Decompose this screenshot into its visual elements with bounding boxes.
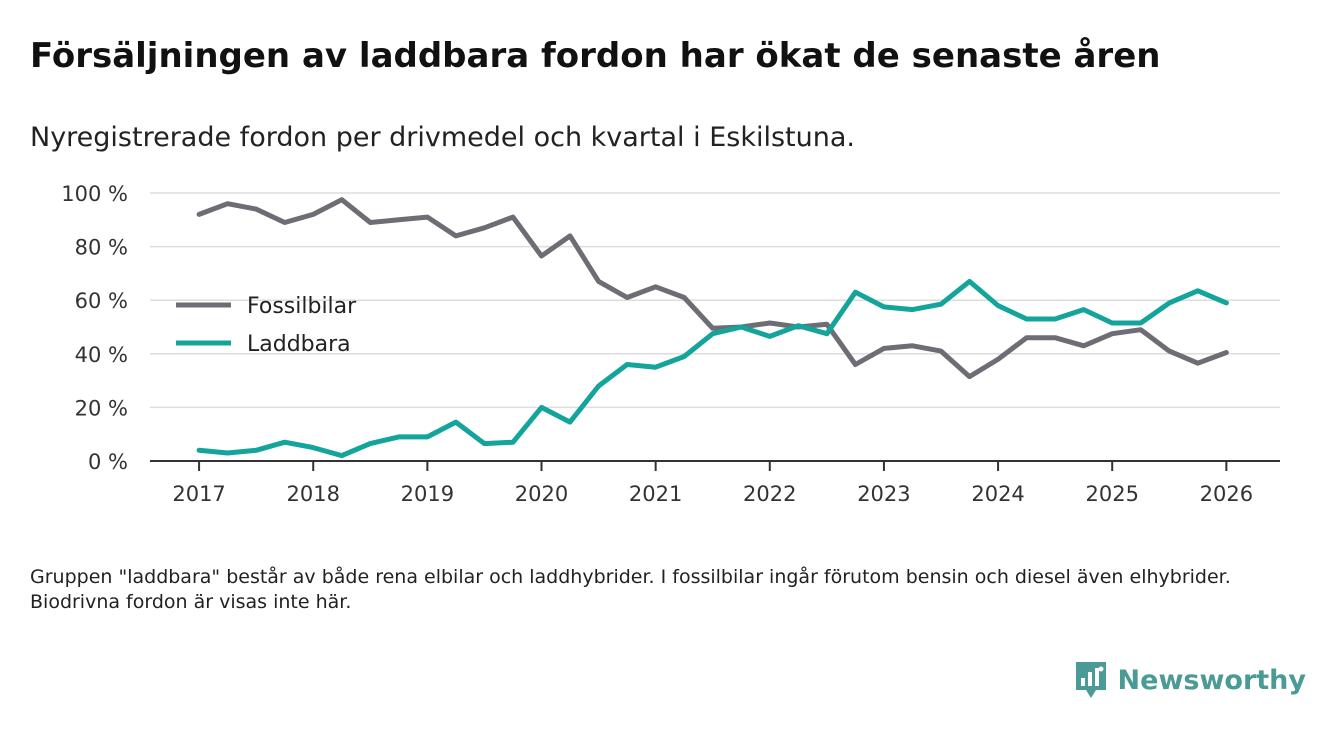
x-tick-label: 2021: [629, 482, 682, 506]
grid-lines: [150, 192, 1280, 409]
x-tick-label: 2019: [401, 482, 454, 506]
legend-label-laddbara: Laddbara: [247, 332, 351, 357]
y-tick-label: 80 %: [75, 236, 128, 260]
brand-name: Newsworthy: [1117, 664, 1306, 696]
legend: Fossilbilar Laddbara: [176, 294, 357, 357]
x-tick-label: 2017: [172, 482, 225, 506]
y-tick-label: 20 %: [75, 396, 128, 420]
chart-subtitle: Nyregistrerade fordon per drivmedel och …: [30, 122, 855, 153]
legend-label-fossilbilar: Fossilbilar: [247, 294, 357, 319]
x-tick-label: 2025: [1085, 482, 1138, 506]
newsworthy-logo-icon: [1075, 662, 1106, 698]
series-line-fossilbilar: [196, 197, 1229, 380]
line-chart: 0 % 20 % 40 % 60 % 80 % 100 % 2017 2018 2019 2020…: [61, 182, 1280, 506]
y-tick-label: 0 %: [88, 450, 128, 474]
x-tick-label: 2022: [743, 482, 796, 506]
brand-logo[interactable]: Newsworthy: [1074, 660, 1306, 700]
x-tick-label: 2020: [515, 482, 568, 506]
x-tick-label: 2018: [286, 482, 339, 506]
footnote: Gruppen "laddbara" består av både rena e…: [30, 566, 1231, 613]
x-tick-label: 2026: [1200, 482, 1253, 506]
x-tick-label: 2024: [971, 482, 1024, 506]
series-line-laddbara: [196, 278, 1229, 459]
series-lines: [196, 197, 1229, 459]
axes: 0 % 20 % 40 % 60 % 80 % 100 % 2017 2018 2019 2020…: [61, 182, 1280, 506]
x-tick-label: 2023: [857, 482, 910, 506]
y-tick-label: 40 %: [75, 343, 128, 367]
y-tick-label: 60 %: [75, 289, 128, 313]
y-tick-label: 100 %: [61, 182, 128, 206]
chart-title: Försäljningen av laddbara fordon har öka…: [30, 36, 1161, 76]
